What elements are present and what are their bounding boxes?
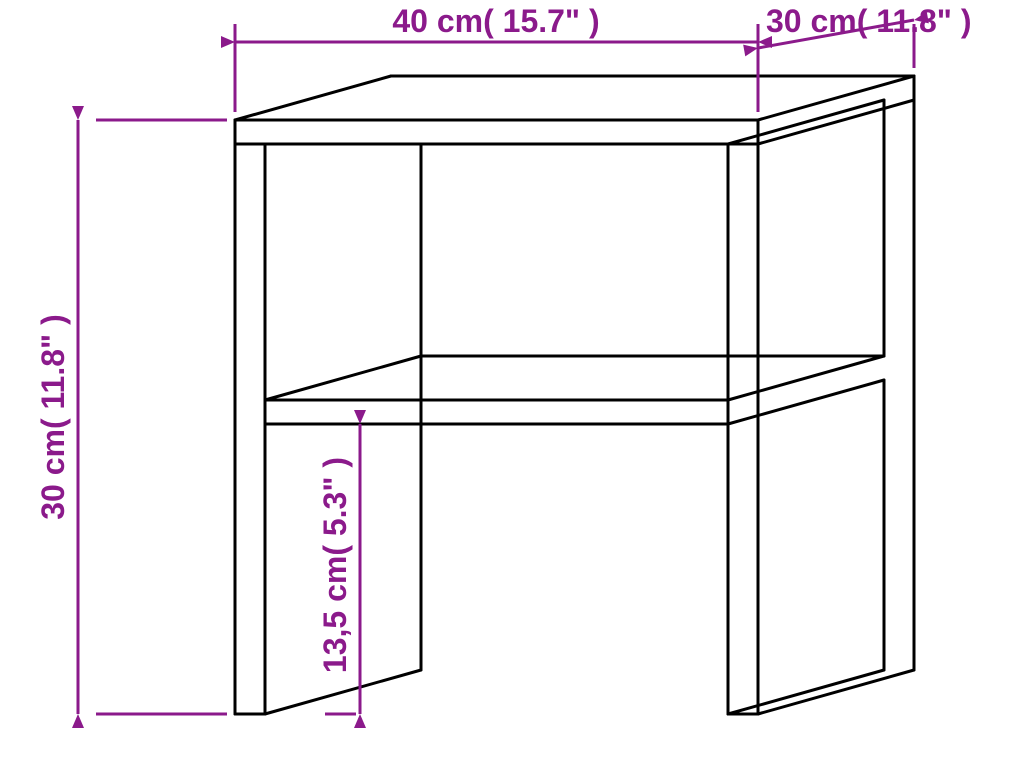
- dim-height-label: 30 cm( 11.8" ): [35, 314, 71, 520]
- dim-width-label: 40 cm( 15.7" ): [392, 3, 599, 39]
- dimension-lines: [78, 20, 914, 714]
- dimension-labels: 40 cm( 15.7" ) 30 cm( 11.8" ) 30 cm( 11.8"…: [35, 3, 972, 673]
- dimension-drawing: 40 cm( 15.7" ) 30 cm( 11.8" ) 30 cm( 11.8"…: [0, 0, 1020, 775]
- dim-shelf-label: 13,5 cm( 5.3" ): [317, 457, 353, 673]
- dim-depth-label: 30 cm( 11.8" ): [766, 3, 972, 39]
